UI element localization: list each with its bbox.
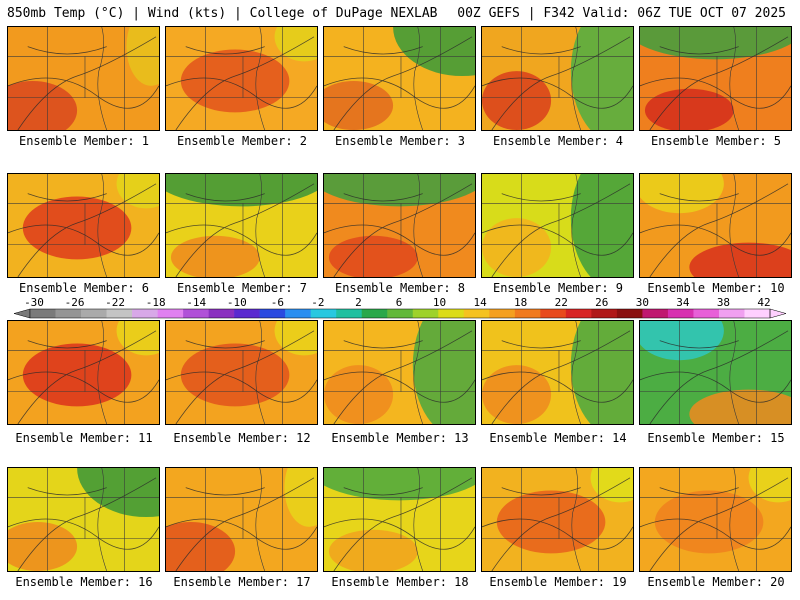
ensemble-panel: [323, 320, 476, 425]
colorbar-swatch: [387, 309, 414, 318]
model-run-info: 00Z GEFS | F342 Valid: 06Z TUE OCT 07 20…: [457, 6, 786, 21]
colorbar-tick-label: -30: [24, 296, 44, 309]
colorbar-swatch: [81, 309, 107, 318]
colorbar-swatch: [667, 309, 694, 318]
colorbar-swatch: [514, 309, 541, 318]
ensemble-member-label: Ensemble Member: 4: [492, 134, 624, 148]
colorbar-tick-label: 2: [355, 296, 362, 309]
colorbar-swatch: [489, 309, 516, 318]
colorbar-arrow-low: [13, 308, 31, 319]
ensemble-member-label: Ensemble Member: 19: [489, 575, 627, 589]
colorbar-tick-label: 42: [757, 296, 770, 309]
colorbar-swatch: [463, 309, 490, 318]
ensemble-member-label: Ensemble Member: 1: [18, 134, 150, 148]
chart-title: 850mb Temp (°C) | Wind (kts) | College o…: [7, 6, 438, 21]
ensemble-member-label: Ensemble Member: 8: [334, 281, 466, 295]
colorbar-swatch: [183, 309, 209, 318]
colorbar-tick-label: -6: [271, 296, 284, 309]
ensemble-member-label: Ensemble Member: 18: [331, 575, 469, 589]
colorbar-swatch: [132, 309, 158, 318]
colorbar-tick-label: 14: [473, 296, 487, 309]
colorbar-swatch: [540, 309, 567, 318]
ensemble-member-label: Ensemble Member: 14: [489, 431, 627, 445]
ensemble-member-label: Ensemble Member: 15: [647, 431, 785, 445]
ensemble-panel: [165, 173, 318, 278]
colorbar-tick-label: 10: [433, 296, 446, 309]
colorbar-tick-label: -22: [105, 296, 125, 309]
colorbar-tick-label: -18: [146, 296, 166, 309]
colorbar-swatch: [259, 309, 286, 318]
ensemble-panel: [639, 467, 792, 572]
ensemble-member-label: Ensemble Member: 10: [647, 281, 785, 295]
colorbar-swatch: [718, 309, 745, 318]
colorbar-tick-label: 22: [555, 296, 568, 309]
ensemble-panel: [639, 173, 792, 278]
ensemble-member-label: Ensemble Member: 2: [176, 134, 308, 148]
ensemble-panel: [481, 26, 634, 131]
colorbar-swatch: [310, 309, 337, 318]
colorbar-swatch: [285, 309, 311, 318]
ensemble-panel: [7, 173, 160, 278]
ensemble-member-label: Ensemble Member: 6: [18, 281, 150, 295]
colorbar-tick-label: -2: [311, 296, 324, 309]
colorbar-swatch: [616, 309, 643, 318]
ensemble-member-label: Ensemble Member: 11: [15, 431, 153, 445]
colorbar-swatch: [234, 309, 260, 318]
colorbar-swatch: [693, 309, 720, 318]
colorbar-swatch: [591, 309, 618, 318]
ensemble-panel: [323, 467, 476, 572]
colorbar-swatch: [208, 309, 235, 318]
ensemble-panel: [7, 320, 160, 425]
colorbar-swatch: [336, 309, 363, 318]
colorbar-tick-label: 30: [636, 296, 649, 309]
ensemble-member-label: Ensemble Member: 7: [176, 281, 308, 295]
ensemble-member-label: Ensemble Member: 9: [492, 281, 624, 295]
ensemble-panel: [7, 467, 160, 572]
ensemble-member-label: Ensemble Member: 16: [15, 575, 153, 589]
ensemble-panel: [639, 26, 792, 131]
colorbar-swatch: [438, 309, 465, 318]
ensemble-panel: [165, 26, 318, 131]
ensemble-member-label: Ensemble Member: 5: [650, 134, 782, 148]
temperature-colorbar: -30 -26 -22 -18 -14 -10 -6 -2 2 6 10 14 18 22 26 30 34 38…: [13, 296, 787, 319]
colorbar-swatch: [30, 309, 56, 318]
colorbar-tick-label: -10: [227, 296, 247, 309]
ensemble-member-label: Ensemble Member: 3: [334, 134, 466, 148]
ensemble-member-label: Ensemble Member: 20: [647, 575, 785, 589]
colorbar-tick-label: 26: [595, 296, 608, 309]
ensemble-panel: [481, 173, 634, 278]
ensemble-panel: [323, 26, 476, 131]
ensemble-panel: [323, 173, 476, 278]
colorbar-swatch: [642, 309, 669, 318]
ensemble-member-label: Ensemble Member: 12: [173, 431, 311, 445]
colorbar-swatch: [55, 309, 82, 318]
colorbar-arrow-high: [769, 308, 787, 319]
colorbar-tick-label: 34: [676, 296, 690, 309]
colorbar-tick-label: 38: [717, 296, 730, 309]
ensemble-panel: [165, 467, 318, 572]
colorbar-swatch: [565, 309, 592, 318]
ensemble-panel: [639, 320, 792, 425]
colorbar-swatch: [361, 309, 388, 318]
ensemble-panel: [165, 320, 318, 425]
colorbar-tick-label: 18: [514, 296, 527, 309]
colorbar-tick-label: -14: [186, 296, 206, 309]
ensemble-member-label: Ensemble Member: 17: [173, 575, 311, 589]
colorbar-tick-label: 6: [396, 296, 403, 309]
colorbar-tick-label: -26: [65, 296, 85, 309]
ensemble-panel: [481, 467, 634, 572]
colorbar-swatch: [744, 309, 771, 318]
colorbar-swatch: [106, 309, 133, 318]
ensemble-panel: [481, 320, 634, 425]
colorbar-swatch: [412, 309, 439, 318]
ensemble-member-label: Ensemble Member: 13: [331, 431, 469, 445]
colorbar-swatch: [157, 309, 184, 318]
ensemble-panel: [7, 26, 160, 131]
